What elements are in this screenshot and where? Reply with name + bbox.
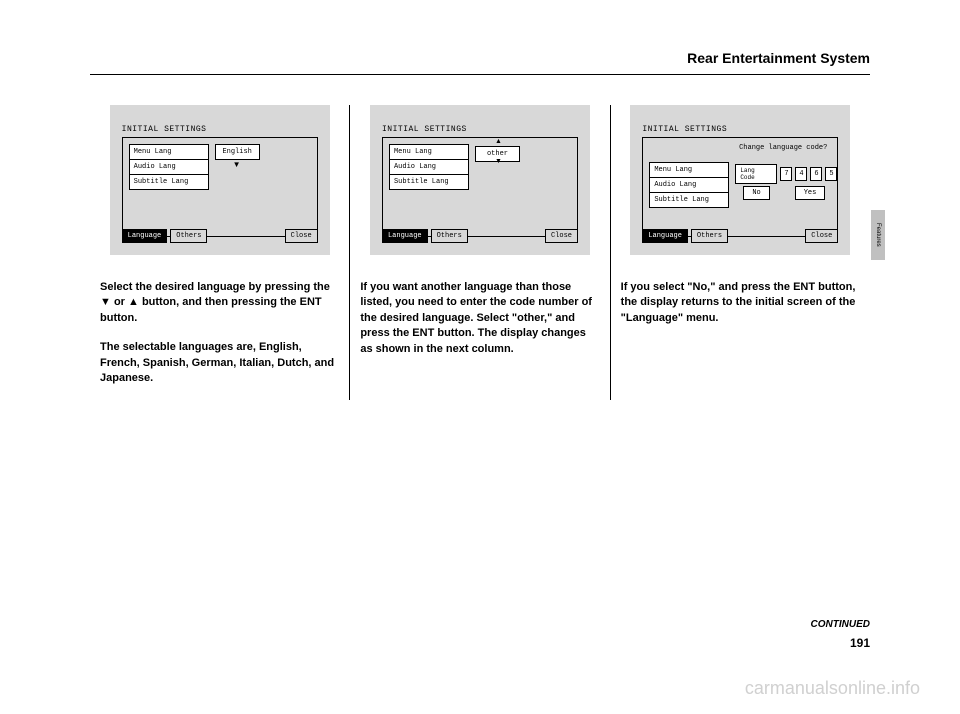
screen-3: INITIAL SETTINGS Change language code? M… xyxy=(630,105,850,255)
menu-stack: Menu Lang Audio Lang Subtitle Lang xyxy=(129,144,209,189)
columns-container: INITIAL SETTINGS Menu Lang Audio Lang Su… xyxy=(90,105,870,400)
lang-code-row: Lang Code 7 4 6 5 xyxy=(735,164,837,184)
value-english[interactable]: English xyxy=(215,144,260,160)
subtitle-lang-item[interactable]: Subtitle Lang xyxy=(389,174,469,190)
tab-language[interactable]: Language xyxy=(642,229,688,243)
menu-lang-item[interactable]: Menu Lang xyxy=(649,162,729,178)
subtitle-lang-item[interactable]: Subtitle Lang xyxy=(649,192,729,208)
page-number: 191 xyxy=(850,636,870,650)
code-digit-1[interactable]: 7 xyxy=(780,167,792,181)
screen-inner-2: ▲ Menu Lang Audio Lang Subtitle Lang oth… xyxy=(382,137,578,237)
chevron-up-icon[interactable]: ▲ xyxy=(495,138,502,145)
col1-paragraph-2: The selectable languages are, English, F… xyxy=(100,340,339,386)
tab-close[interactable]: Close xyxy=(285,229,318,243)
yes-no-row: No Yes xyxy=(743,186,825,200)
chevron-down-icon[interactable]: ▼ xyxy=(233,160,241,169)
screen-inner-1: Menu Lang Audio Lang Subtitle Lang Engli… xyxy=(122,137,318,237)
menu-stack: Menu Lang Audio Lang Subtitle Lang xyxy=(389,144,469,189)
col2-paragraph-1: If you want another language than those … xyxy=(360,280,599,357)
continued-label: CONTINUED xyxy=(811,619,870,630)
column-3: INITIAL SETTINGS Change language code? M… xyxy=(611,105,870,400)
menu-lang-item[interactable]: Menu Lang xyxy=(129,144,209,160)
chevron-down-icon[interactable]: ▼ xyxy=(495,158,502,165)
manual-page: Rear Entertainment System INITIAL SETTIN… xyxy=(90,50,870,670)
change-code-question: Change language code? xyxy=(649,144,831,152)
tab-others[interactable]: Others xyxy=(691,229,728,243)
column-1: INITIAL SETTINGS Menu Lang Audio Lang Su… xyxy=(90,105,350,400)
tab-others[interactable]: Others xyxy=(431,229,468,243)
tab-language[interactable]: Language xyxy=(122,229,168,243)
no-button[interactable]: No xyxy=(743,186,769,200)
lang-code-label: Lang Code xyxy=(735,164,777,184)
side-tab-features: Features xyxy=(871,210,885,260)
audio-lang-item[interactable]: Audio Lang xyxy=(389,159,469,175)
tab-close[interactable]: Close xyxy=(805,229,838,243)
tab-others[interactable]: Others xyxy=(170,229,207,243)
audio-lang-item[interactable]: Audio Lang xyxy=(129,159,209,175)
col3-paragraph-1: If you select "No," and press the ENT bu… xyxy=(621,280,860,326)
audio-lang-item[interactable]: Audio Lang xyxy=(649,177,729,193)
screen-title: INITIAL SETTINGS xyxy=(122,125,318,134)
bottom-tabs: Language Others Close xyxy=(122,229,318,243)
tab-close[interactable]: Close xyxy=(545,229,578,243)
screen-1: INITIAL SETTINGS Menu Lang Audio Lang Su… xyxy=(110,105,330,255)
page-title: Rear Entertainment System xyxy=(90,50,870,75)
menu-stack: Menu Lang Audio Lang Subtitle Lang xyxy=(649,162,729,207)
menu-lang-item[interactable]: Menu Lang xyxy=(389,144,469,160)
screen-2: INITIAL SETTINGS ▲ Menu Lang Audio Lang … xyxy=(370,105,590,255)
screen-title: INITIAL SETTINGS xyxy=(382,125,578,134)
yes-button[interactable]: Yes xyxy=(795,186,826,200)
bottom-tabs: Language Others Close xyxy=(382,229,578,243)
subtitle-lang-item[interactable]: Subtitle Lang xyxy=(129,174,209,190)
bottom-tabs: Language Others Close xyxy=(642,229,838,243)
col1-paragraph-1: Select the desired language by pressing … xyxy=(100,280,339,326)
watermark: carmanualsonline.info xyxy=(745,678,920,699)
tab-language[interactable]: Language xyxy=(382,229,428,243)
column-2: INITIAL SETTINGS ▲ Menu Lang Audio Lang … xyxy=(350,105,610,400)
screen-title: INITIAL SETTINGS xyxy=(642,125,838,134)
code-digit-4[interactable]: 5 xyxy=(825,167,837,181)
screen-inner-3: Change language code? Menu Lang Audio La… xyxy=(642,137,838,237)
code-digit-3[interactable]: 6 xyxy=(810,167,822,181)
code-digit-2[interactable]: 4 xyxy=(795,167,807,181)
